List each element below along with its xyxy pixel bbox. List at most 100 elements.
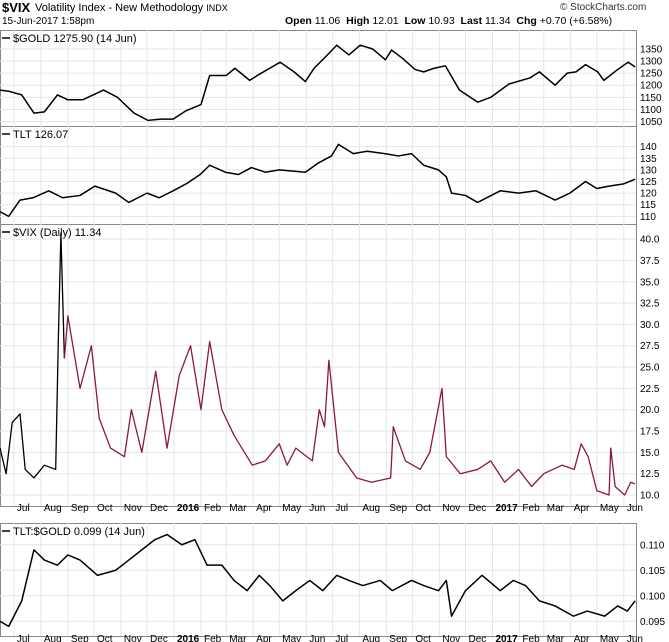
low-label: Low (404, 15, 426, 27)
series-line (63, 315, 636, 496)
x-tick-label: Mar (229, 503, 247, 514)
panel-title: $GOLD 1275.90 (14 Jun) (13, 33, 137, 45)
x-tick-label: Feb (204, 634, 222, 642)
exchange: INDX (206, 3, 228, 13)
description: Volatility Index - New Methodology INDX (35, 2, 228, 14)
x-tick-label: Aug (44, 634, 62, 642)
y-tick-label: 10.0 (640, 491, 660, 502)
x-tick-label: Feb (522, 503, 540, 514)
x-tick-label: Nov (124, 634, 142, 642)
y-tick-label: 32.5 (640, 299, 660, 310)
y-tick-label: 0.095 (640, 617, 665, 628)
x-tick-label: Apr (574, 634, 590, 642)
series-line-early (0, 232, 66, 479)
series-line (0, 143, 636, 218)
x-tick-label: Sep (389, 634, 407, 642)
x-tick-label: May (282, 503, 301, 514)
panel-title: $VIX (Daily) 11.34 (13, 227, 101, 239)
x-tick-label: May (600, 634, 619, 642)
x-tick-label: Jun (309, 503, 325, 514)
high-label: High (346, 15, 370, 27)
panel-frame (0, 126, 637, 225)
x-tick-label: Aug (362, 634, 380, 642)
x-tick-label: Apr (256, 503, 272, 514)
y-tick-label: 115 (640, 200, 656, 211)
panel-frame (0, 224, 637, 507)
y-tick-label: 30.0 (640, 320, 660, 331)
x-tick-label: 2017 (495, 503, 518, 514)
x-tick-label: May (282, 634, 301, 642)
x-tick-label: Dec (150, 503, 168, 514)
x-tick-label: Oct (97, 634, 113, 642)
x-tick-label: Sep (389, 503, 407, 514)
y-tick-label: 0.100 (640, 591, 665, 602)
y-tick-label: 1300 (640, 56, 663, 67)
y-tick-label: 135 (640, 154, 657, 165)
y-tick-label: 1050 (640, 117, 663, 128)
x-tick-label: Feb (204, 503, 222, 514)
x-tick-label: Dec (468, 634, 486, 642)
y-tick-label: 40.0 (640, 235, 660, 246)
y-tick-label: 1150 (640, 93, 662, 104)
x-tick-label: Oct (415, 634, 431, 642)
last-value: 11.34 (485, 15, 511, 27)
y-tick-label: 25.0 (640, 363, 660, 374)
y-tick-label: 0.105 (640, 566, 665, 577)
last-label: Last (460, 15, 483, 27)
x-tick-label: Jun (309, 634, 325, 642)
y-tick-label: 17.5 (640, 427, 660, 438)
x-tick-label: Mar (229, 634, 247, 642)
x-tick-label: Aug (362, 503, 380, 514)
x-tick-label: 2016 (177, 634, 200, 642)
x-tick-label: Feb (522, 634, 540, 642)
x-tick-label: Nov (442, 634, 460, 642)
y-tick-label: 1200 (640, 81, 663, 92)
description-text: Volatility Index - New Methodology (35, 2, 204, 14)
x-tick-label: Oct (415, 503, 431, 514)
x-tick-label: Sep (71, 634, 89, 642)
x-tick-label: 2017 (495, 634, 518, 642)
x-tick-label: May (600, 503, 619, 514)
y-tick-label: 15.0 (640, 448, 660, 459)
panel-frame (0, 30, 637, 127)
x-tick-label: Mar (547, 634, 565, 642)
x-tick-label: Dec (468, 503, 486, 514)
y-tick-label: 22.5 (640, 384, 660, 395)
x-tick-label: Nov (124, 503, 142, 514)
x-tick-label: Nov (442, 503, 460, 514)
ohlc-readout: Open 11.06 High 12.01 Low 10.93 Last 11.… (285, 15, 612, 27)
x-tick-label: Jul (335, 503, 348, 514)
y-tick-label: 35.0 (640, 277, 660, 288)
series-line (0, 533, 636, 628)
chart-header: $VIX Volatility Index - New Methodology … (0, 0, 669, 30)
x-tick-label: Aug (44, 503, 62, 514)
x-tick-label: Jul (17, 634, 30, 642)
y-tick-label: 130 (640, 165, 657, 176)
y-tick-label: 1100 (640, 105, 662, 116)
chg-label: Chg (516, 15, 537, 27)
panel-title: TLT:$GOLD 0.099 (14 Jun) (13, 526, 145, 538)
x-tick-label: Jun (627, 634, 643, 642)
x-tick-label: Oct (97, 503, 113, 514)
x-tick-label: Apr (574, 503, 590, 514)
y-tick-label: 0.110 (640, 540, 665, 551)
x-tick-label: Sep (71, 503, 89, 514)
y-tick-label: 110 (640, 212, 656, 223)
x-tick-label: Apr (256, 634, 272, 642)
y-tick-label: 1250 (640, 69, 663, 80)
x-tick-label: Dec (150, 634, 168, 642)
open-label: Open (285, 15, 312, 27)
symbol: $VIX (2, 0, 31, 15)
y-tick-label: 1350 (640, 44, 663, 55)
open-value: 11.06 (314, 15, 341, 27)
high-value: 12.01 (372, 15, 399, 27)
x-tick-label: Jul (335, 634, 348, 642)
brand-link[interactable]: © StockCharts.com (560, 2, 647, 13)
y-tick-label: 120 (640, 189, 657, 200)
datetime: 15-Jun-2017 1:58pm (2, 16, 95, 27)
y-tick-label: 140 (640, 142, 657, 153)
series-line (0, 44, 636, 122)
x-tick-label: Jun (627, 503, 643, 514)
y-tick-label: 20.0 (640, 405, 660, 416)
